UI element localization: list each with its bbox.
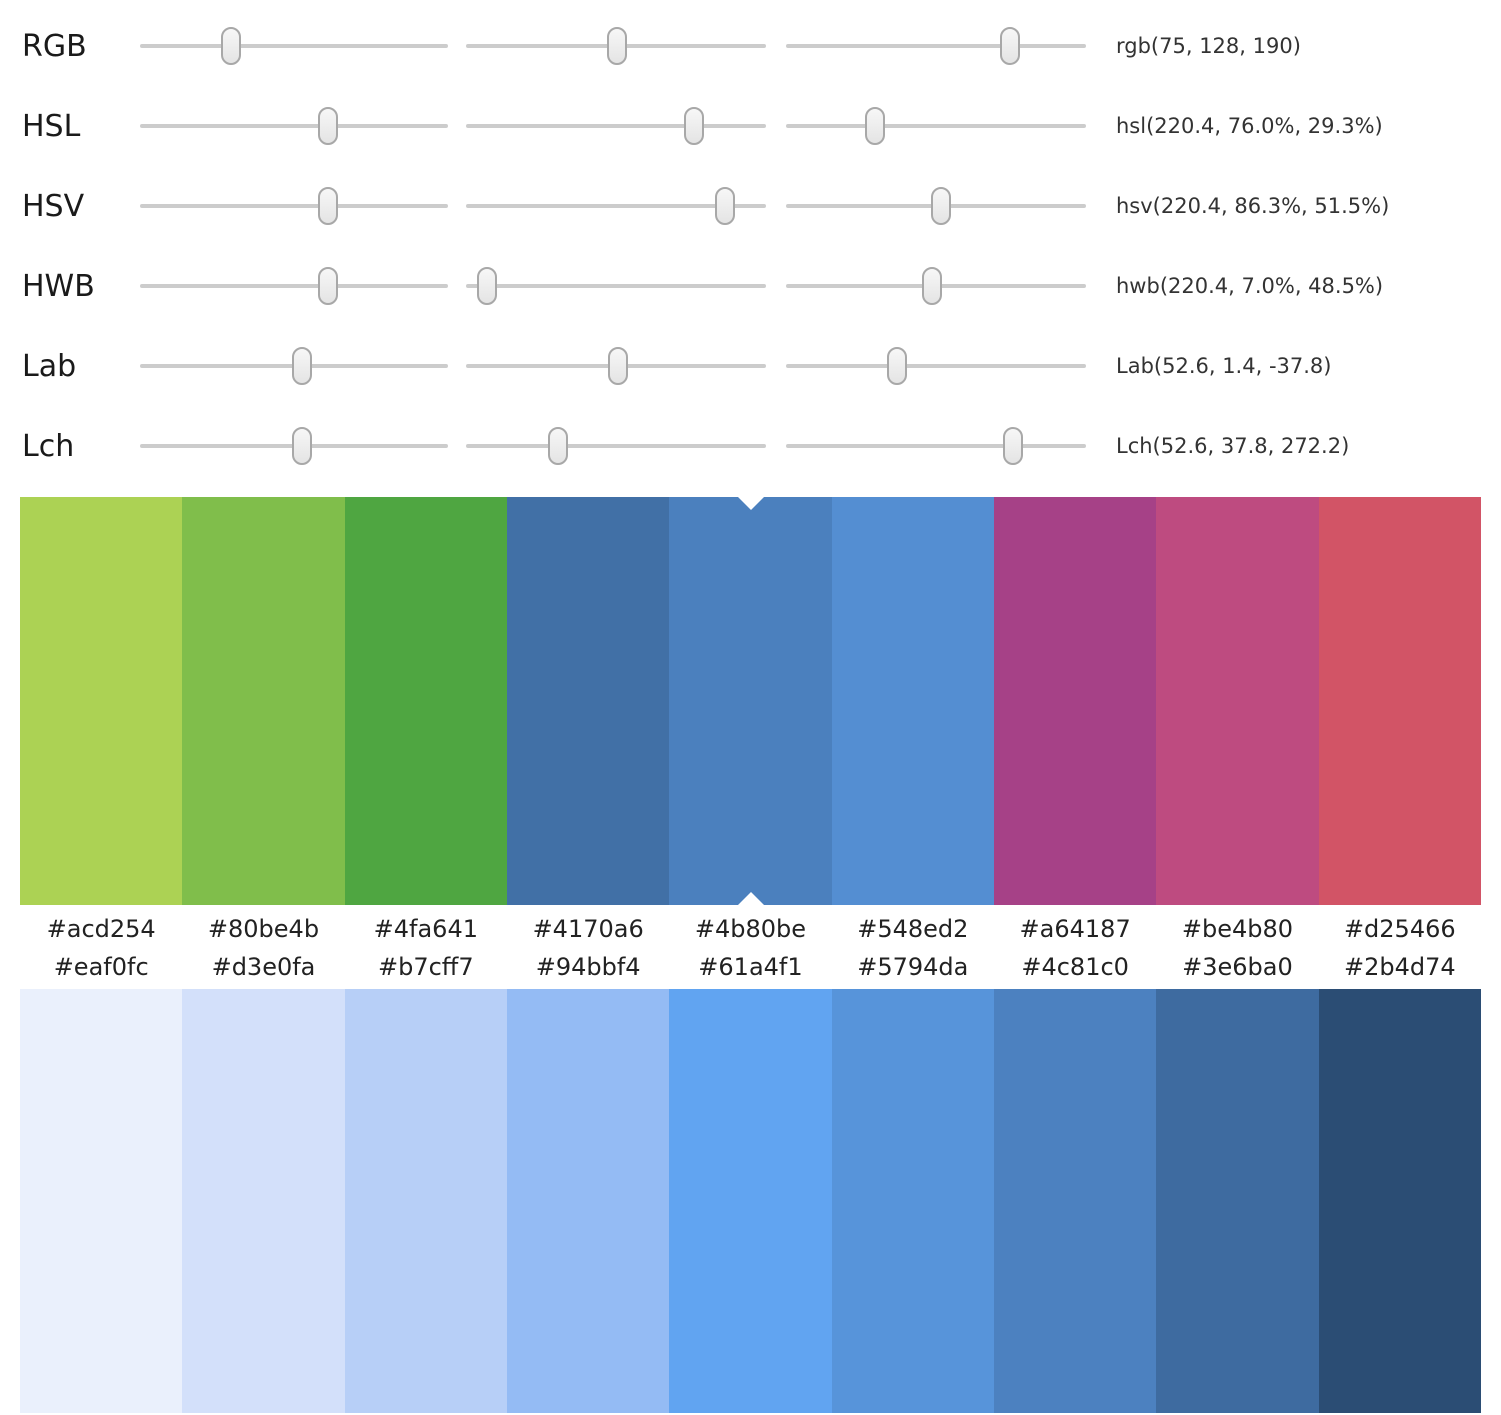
slider-row-label: Lch — [22, 428, 75, 464]
slider-track[interactable] — [140, 187, 448, 225]
scale-hex-label: #d3e0fa — [211, 953, 316, 981]
palette-hex-label: #548ed2 — [857, 915, 969, 943]
scale-hex-label: #eaf0fc — [53, 953, 149, 981]
scale-hex-label: #2b4d74 — [1343, 953, 1456, 981]
slider-track[interactable] — [140, 427, 448, 465]
scale-swatch[interactable] — [506, 989, 670, 1413]
scale-hex-labels: #eaf0fc #d3e0fa #b7cff7 #94bbf4 #61a4f1 … — [20, 951, 1481, 989]
palette-swatch[interactable] — [182, 497, 345, 905]
slider-value-text: rgb(75, 128, 190) — [1116, 34, 1301, 58]
slider-track[interactable] — [786, 427, 1086, 465]
scale-hex-label: #61a4f1 — [698, 953, 803, 981]
slider-row-label: Lab — [22, 348, 77, 384]
palette-section: #acd254 #80be4b #4fa641 #4170a6 #4b80be … — [0, 497, 1501, 1413]
scale-swatch[interactable] — [20, 989, 183, 1413]
palette-swatch[interactable] — [1156, 497, 1319, 905]
slider-value-text: hsv(220.4, 86.3%, 51.5%) — [1116, 194, 1390, 218]
slider-thumb[interactable] — [606, 27, 627, 65]
palette-hex-label: #d25466 — [1343, 915, 1456, 943]
palette-swatch[interactable] — [20, 497, 183, 905]
slider-track[interactable] — [140, 347, 448, 385]
palette-hex-labels: #acd254 #80be4b #4fa641 #4170a6 #4b80be … — [20, 905, 1481, 951]
slider-track[interactable] — [466, 107, 766, 145]
scale-hex-label: #b7cff7 — [378, 953, 474, 981]
selected-swatch-top-notch — [737, 497, 764, 510]
slider-value-text: hwb(220.4, 7.0%, 48.5%) — [1116, 274, 1384, 298]
palette-hex-label: #80be4b — [207, 915, 320, 943]
slider-row-lab: Lab Lab(52.6, 1.4, -37.8) — [0, 326, 1501, 406]
slider-track[interactable] — [466, 187, 766, 225]
slider-track[interactable] — [140, 267, 448, 305]
slider-row-hsl: HSL hsl(220.4, 76.0%, 29.3%) — [0, 86, 1501, 166]
scale-hex-label: #5794da — [857, 953, 969, 981]
slider-thumb[interactable] — [548, 427, 569, 465]
scale-swatch[interactable] — [1318, 989, 1481, 1413]
scale-swatch[interactable] — [669, 989, 832, 1413]
palette-hex-label: #4fa641 — [373, 915, 478, 943]
scale-hex-label: #3e6ba0 — [1182, 953, 1293, 981]
scale-swatch[interactable] — [1156, 989, 1319, 1413]
slider-thumb[interactable] — [318, 267, 339, 305]
palette-swatch[interactable] — [993, 497, 1157, 905]
slider-thumb[interactable] — [292, 347, 312, 385]
slider-track[interactable] — [140, 27, 448, 65]
scale-hex-label: #4c81c0 — [1021, 953, 1129, 981]
slider-thumb[interactable] — [684, 107, 704, 145]
slider-track[interactable] — [786, 267, 1086, 305]
palette-swatch[interactable] — [831, 497, 994, 905]
slider-value-text: Lab(52.6, 1.4, -37.8) — [1116, 354, 1332, 378]
slider-track[interactable] — [786, 27, 1086, 65]
slider-track[interactable] — [466, 267, 766, 305]
slider-thumb[interactable] — [999, 27, 1020, 65]
slider-thumb[interactable] — [292, 427, 312, 465]
palette-swatch[interactable] — [344, 497, 507, 905]
slider-thumb[interactable] — [318, 107, 339, 145]
slider-value-text: hsl(220.4, 76.0%, 29.3%) — [1116, 114, 1383, 138]
scale-swatch[interactable] — [831, 989, 994, 1413]
slider-thumb[interactable] — [714, 187, 735, 225]
slider-thumb[interactable] — [477, 267, 497, 305]
slider-thumb[interactable] — [887, 347, 907, 385]
palette-swatch[interactable] — [1318, 497, 1481, 905]
palette-hex-label: #be4b80 — [1181, 915, 1294, 943]
palette-strip — [20, 497, 1481, 905]
slider-row-rgb: RGB rgb(75, 128, 190) — [0, 6, 1501, 86]
slider-track[interactable] — [786, 347, 1086, 385]
slider-row-label: HWB — [22, 268, 95, 304]
scale-strip — [20, 989, 1481, 1413]
palette-swatch[interactable] — [506, 497, 670, 905]
palette-hex-label: #4170a6 — [532, 915, 644, 943]
slider-row-label: HSL — [22, 108, 81, 144]
slider-thumb[interactable] — [607, 347, 628, 385]
slider-value-text: Lch(52.6, 37.8, 272.2) — [1116, 434, 1350, 458]
slider-track[interactable] — [466, 27, 766, 65]
selected-swatch-bottom-notch — [737, 892, 764, 905]
slider-row-label: HSV — [22, 188, 85, 224]
slider-track[interactable] — [140, 107, 448, 145]
slider-track[interactable] — [786, 187, 1086, 225]
slider-track[interactable] — [786, 107, 1086, 145]
slider-thumb[interactable] — [921, 267, 942, 305]
scale-swatch[interactable] — [993, 989, 1157, 1413]
slider-row-hwb: HWB hwb(220.4, 7.0%, 48.5%) — [0, 246, 1501, 326]
slider-row-hsv: HSV hsv(220.4, 86.3%, 51.5%) — [0, 166, 1501, 246]
slider-thumb[interactable] — [865, 107, 886, 145]
slider-thumb[interactable] — [930, 187, 951, 225]
palette-hex-label: #a64187 — [1019, 915, 1131, 943]
scale-swatch[interactable] — [182, 989, 345, 1413]
scale-hex-label: #94bbf4 — [535, 953, 641, 981]
palette-hex-label: #4b80be — [694, 915, 807, 943]
slider-thumb[interactable] — [1002, 427, 1023, 465]
slider-row-label: RGB — [22, 28, 87, 64]
slider-row-lch: Lch Lch(52.6, 37.8, 272.2) — [0, 406, 1501, 486]
slider-track[interactable] — [466, 427, 766, 465]
slider-thumb[interactable] — [318, 187, 339, 225]
scale-swatch[interactable] — [344, 989, 507, 1413]
palette-hex-label: #acd254 — [46, 915, 156, 943]
color-slider-panel: RGB rgb(75, 128, 190) HSL hsl(220.4, 76.… — [0, 0, 1501, 486]
slider-track[interactable] — [466, 347, 766, 385]
palette-swatch[interactable] — [669, 497, 832, 905]
slider-thumb[interactable] — [220, 27, 241, 65]
